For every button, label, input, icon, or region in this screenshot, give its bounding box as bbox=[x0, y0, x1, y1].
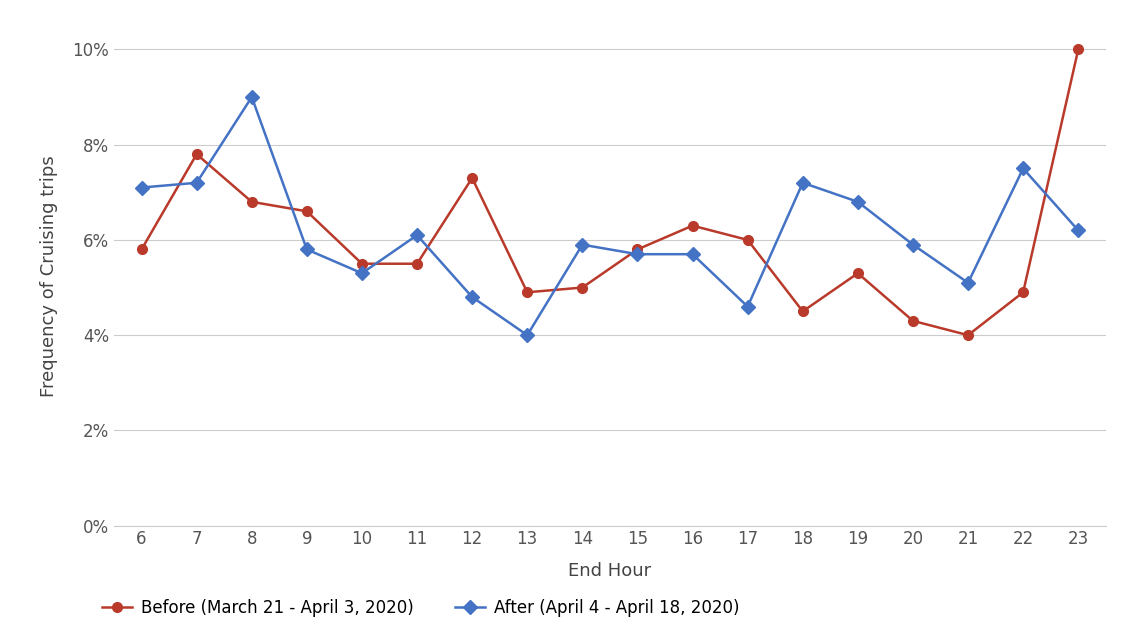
After (April 4 - April 18, 2020) bbox=[300, 246, 314, 253]
After (April 4 - April 18, 2020) bbox=[576, 241, 589, 249]
Before (March 21 - April 3, 2020) bbox=[1072, 46, 1085, 53]
After (April 4 - April 18, 2020) bbox=[410, 231, 424, 239]
After (April 4 - April 18, 2020) bbox=[961, 279, 975, 287]
Before (March 21 - April 3, 2020) bbox=[741, 236, 755, 244]
After (April 4 - April 18, 2020) bbox=[520, 331, 534, 339]
After (April 4 - April 18, 2020) bbox=[465, 293, 479, 301]
Legend: Before (March 21 - April 3, 2020), After (April 4 - April 18, 2020): Before (March 21 - April 3, 2020), After… bbox=[103, 599, 739, 617]
After (April 4 - April 18, 2020) bbox=[1016, 165, 1029, 172]
X-axis label: End Hour: End Hour bbox=[569, 562, 651, 580]
After (April 4 - April 18, 2020) bbox=[189, 179, 203, 187]
Before (March 21 - April 3, 2020) bbox=[1016, 288, 1029, 296]
After (April 4 - April 18, 2020) bbox=[850, 198, 864, 206]
Before (March 21 - April 3, 2020) bbox=[850, 269, 864, 277]
Line: After (April 4 - April 18, 2020): After (April 4 - April 18, 2020) bbox=[137, 92, 1083, 340]
Before (March 21 - April 3, 2020) bbox=[906, 317, 920, 325]
Before (March 21 - April 3, 2020) bbox=[189, 151, 203, 158]
Before (March 21 - April 3, 2020) bbox=[685, 222, 699, 229]
After (April 4 - April 18, 2020) bbox=[796, 179, 809, 187]
Before (March 21 - April 3, 2020) bbox=[520, 288, 534, 296]
After (April 4 - April 18, 2020) bbox=[1072, 226, 1085, 234]
After (April 4 - April 18, 2020) bbox=[685, 251, 699, 258]
Before (March 21 - April 3, 2020) bbox=[465, 174, 479, 182]
Before (March 21 - April 3, 2020) bbox=[245, 198, 259, 206]
Line: Before (March 21 - April 3, 2020): Before (March 21 - April 3, 2020) bbox=[137, 45, 1083, 340]
Before (March 21 - April 3, 2020) bbox=[300, 208, 314, 215]
Before (March 21 - April 3, 2020) bbox=[410, 260, 424, 267]
After (April 4 - April 18, 2020) bbox=[741, 303, 755, 310]
Y-axis label: Frequency of Cruising trips: Frequency of Cruising trips bbox=[41, 154, 58, 397]
After (April 4 - April 18, 2020) bbox=[135, 184, 148, 192]
After (April 4 - April 18, 2020) bbox=[906, 241, 920, 249]
After (April 4 - April 18, 2020) bbox=[245, 93, 259, 101]
Before (March 21 - April 3, 2020) bbox=[961, 331, 975, 339]
Before (March 21 - April 3, 2020) bbox=[356, 260, 369, 267]
After (April 4 - April 18, 2020) bbox=[630, 251, 644, 258]
Before (March 21 - April 3, 2020) bbox=[630, 246, 644, 253]
Before (March 21 - April 3, 2020) bbox=[135, 246, 148, 253]
Before (March 21 - April 3, 2020) bbox=[576, 284, 589, 292]
After (April 4 - April 18, 2020) bbox=[356, 269, 369, 277]
Before (March 21 - April 3, 2020) bbox=[796, 308, 809, 315]
